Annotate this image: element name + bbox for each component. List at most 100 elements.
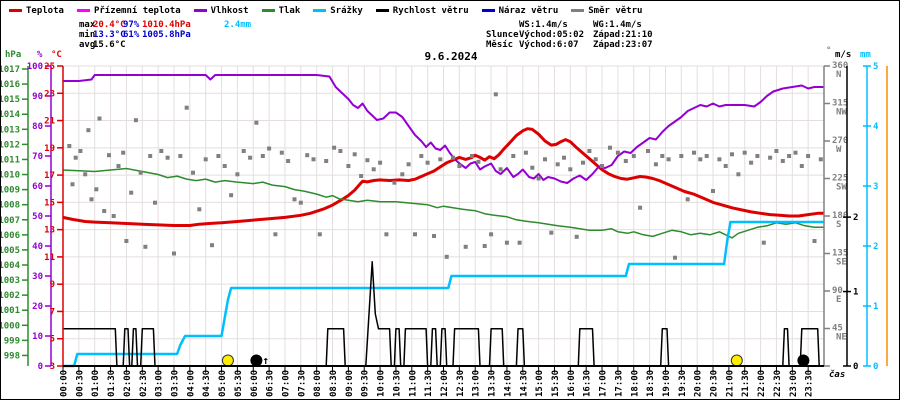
time-tick-label: 22:00 (757, 370, 767, 397)
legend-color-dash-icon (76, 9, 90, 12)
pressure-tick-label: 1013 (1, 125, 20, 135)
wind-direction-point (111, 214, 116, 218)
direction-letter-label: SE (836, 258, 847, 268)
temperature-tick-label: 23 (44, 89, 55, 99)
wind-direction-point (392, 180, 397, 185)
legend-item-label: Přízemní teplota (93, 5, 181, 16)
wind-direction-point (178, 154, 183, 158)
wind-direction-point (698, 157, 703, 162)
astro-text: Západ:21:10 (593, 30, 653, 40)
wind-direction-point (365, 158, 370, 163)
pressure-tick-label: 998 (4, 351, 20, 361)
wind-direction-point (704, 154, 709, 158)
legend-color-dash-icon (375, 9, 389, 12)
stats-value: 20.4°C (93, 20, 126, 30)
wind-direction-point (121, 150, 126, 155)
humidity-tick-label: 40 (32, 242, 43, 252)
pressure-tick-label: 1011 (1, 155, 20, 165)
wind-direction-point (615, 150, 620, 155)
direction-tick-label: 225 (832, 174, 848, 184)
humidity-tick-label: 80 (32, 122, 43, 132)
time-tick-label: 19:30 (678, 370, 688, 397)
sunset-marker (730, 354, 743, 367)
wind-direction-point (267, 146, 272, 151)
time-tick-label: 06:30 (266, 370, 276, 397)
pressure-tick-label: 1010 (1, 171, 20, 181)
legend-item-label: Teplota (26, 5, 64, 16)
time-tick-label: 02:00 (123, 370, 133, 397)
temperature-tick-label: 15 (44, 198, 55, 208)
chart-date-title: 9.6.2024 (424, 50, 478, 63)
wind-direction-point (86, 128, 91, 133)
wind-direction-point (184, 105, 189, 110)
rain-tick-label: 1 (873, 302, 878, 312)
chart-legend: Teplota Přízemní teplota Vlhkost Tlak Srážky… (9, 4, 642, 17)
wind-direction-point (165, 155, 170, 160)
wind-direction-point (425, 160, 430, 165)
wind-direction-point (292, 197, 297, 202)
wind-direction-point (504, 240, 509, 245)
wind-direction-point (806, 154, 811, 158)
direction-letter-label: W (836, 145, 842, 155)
time-tick-label: 23:30 (805, 370, 815, 397)
stats-value: 1010.4hPa (142, 20, 191, 30)
wind-direction-point (248, 155, 253, 160)
wind-direction-point (438, 157, 443, 162)
humidity-tick-label: 50 (32, 212, 43, 222)
wind-direction-point (653, 162, 658, 167)
temperature-tick-label: 13 (44, 226, 55, 236)
pressure-tick-label: 1016 (1, 80, 20, 90)
time-tick-label: 11:00 (408, 370, 418, 397)
time-tick-label: 05:00 (218, 370, 228, 397)
wind-axis-header: m/s (835, 50, 852, 60)
wind-direction-point (523, 150, 528, 155)
time-axis-label: čas (829, 370, 846, 380)
wind-direction-point (311, 157, 316, 162)
astro-text: Východ:6:07 (519, 40, 579, 50)
time-tick-label: 16:00 (567, 370, 577, 397)
wind-direction-point (818, 157, 823, 162)
direction-letter-label: NW (836, 108, 847, 118)
wind-direction-point (536, 176, 541, 181)
rain-tick-label: 4 (873, 122, 879, 132)
moonset-marker (797, 354, 810, 367)
pressure-tick-label: 1007 (1, 216, 20, 226)
astro-text: Měsíc (486, 40, 514, 50)
wind-direction-point (371, 167, 376, 172)
time-tick-label: 13:30 (488, 370, 498, 397)
legend-color-dash-icon (261, 9, 275, 12)
wind-direction-point (97, 116, 102, 121)
wind-direction-point (298, 200, 303, 205)
time-tick-label: 10:30 (392, 370, 402, 397)
wind-direction-point (273, 232, 278, 237)
pressure-tick-label: 1014 (1, 110, 21, 120)
wind-direction-point (711, 189, 715, 193)
series-line-sr-ky (63, 220, 824, 368)
time-tick-label: 05:30 (234, 370, 244, 397)
humidity-tick-label: 70 (32, 152, 43, 162)
wind-direction-point (498, 167, 503, 172)
wind-direction-point (406, 162, 411, 167)
direction-tick-label: 90 (832, 286, 843, 296)
time-tick-label: 03:30 (170, 370, 180, 397)
rain-tick-label: 0 (873, 362, 878, 372)
wind-direction-point (129, 190, 134, 195)
wind-direction-point (482, 244, 487, 248)
temperature-tick-label: 19 (44, 144, 55, 154)
direction-letter-label: SW (836, 183, 847, 193)
wind-tick-label: 0 (853, 362, 858, 372)
wind-direction-point (692, 150, 696, 155)
wind-direction-point (332, 145, 337, 150)
time-tick-label: 19:00 (662, 370, 672, 397)
wind-direction-point (517, 240, 522, 245)
direction-letter-label: NE (836, 333, 847, 343)
stats-row-label: min (79, 30, 96, 40)
wind-direction-point (222, 164, 227, 168)
legend-item-label: Vlhkost (210, 5, 249, 16)
direction-letter-label: S (836, 220, 841, 230)
legend-color-dash-icon (481, 9, 495, 12)
wind-direction-point (608, 145, 612, 150)
stats-value: 13.3°C (93, 30, 126, 40)
